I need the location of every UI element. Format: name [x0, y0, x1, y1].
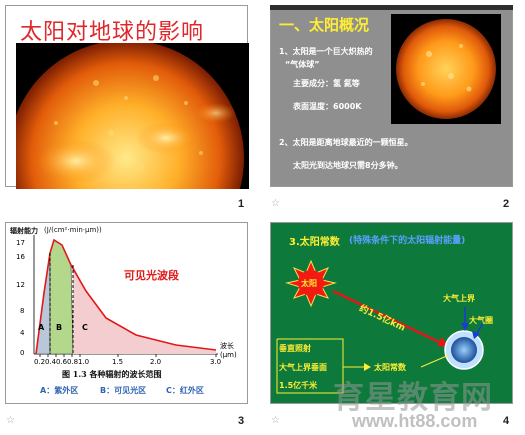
chart-xtick: 0.8 [67, 358, 79, 366]
legend-a: A：紫外区 [40, 386, 79, 395]
sun-disc-image [391, 14, 501, 124]
chart-xtick: 2.0 [150, 358, 162, 366]
slide-4-frame[interactable]: 3.太阳常数 (特殊条件下的太阳辐射能量) [270, 222, 513, 404]
region-a-label: A [38, 323, 45, 332]
chart-yunit: (J/(cm²·min·μm)) [44, 226, 102, 234]
condition-upper-plane: 大气上界垂面 [279, 363, 327, 372]
chart-xtick: 0.4 [45, 358, 57, 366]
chart-ytick: 16 [16, 253, 25, 261]
chart-xlabel: 波长 [220, 342, 234, 350]
visible-band-annotation: 可见光波段 [124, 269, 179, 282]
slide-2-number: 2 [503, 198, 510, 210]
slide-2-star-icon: ☆ [271, 198, 280, 209]
upper-atmosphere-label: 大气上界 [443, 294, 475, 303]
chart-xtick: 0.6 [56, 358, 68, 366]
slide-2-top-bar [270, 5, 513, 10]
slide-4-star-icon: ☆ [271, 415, 280, 426]
slide-4-heading: 3.太阳常数 [289, 237, 340, 248]
chart-ytick: 17 [16, 239, 25, 247]
slide-2-heading: 一、太阳概况 [279, 16, 370, 34]
slide-4-subheading: (特殊条件下的太阳辐射能量) [349, 236, 466, 246]
chart-ylabel: 辐射能力 [10, 227, 38, 235]
legend-b: B：可见光区 [100, 386, 147, 395]
slide-1-title: 太阳对地球的影响 [20, 20, 205, 45]
chart-xtick: 1.5 [112, 358, 124, 366]
slide-4-number: 4 [503, 415, 510, 427]
slide-2-line2: 2、太阳是距离地球最近的一颗恒星。 [279, 138, 413, 147]
legend-c: C：红外区 [166, 386, 204, 395]
slide-3-frame[interactable]: 辐射能力 (J/(cm²·min·μm)) 17 16 12 8 4 0 0.2… [5, 222, 248, 404]
chart-xtick: 0.2 [34, 358, 46, 366]
slide-3-number: 3 [238, 415, 245, 427]
solar-constant-diagram [276, 259, 484, 394]
sun-photo [16, 43, 249, 189]
region-b-label: B [56, 323, 63, 332]
chart-ytick: 12 [16, 281, 25, 289]
chart-xtick: 3.0 [210, 358, 222, 366]
slide-2-line1a: 1、太阳是一个巨大炽热的 [279, 47, 373, 56]
slide-1-frame[interactable]: 太阳对地球的影响 [5, 5, 249, 189]
slide-2-line1b: “气体球” [285, 60, 320, 69]
condition-vertical: 垂直照射 [279, 344, 311, 353]
atmosphere-label: 大气圈 [469, 316, 493, 325]
watermark-logo: 育星教育网 [333, 380, 493, 416]
slide-1-number: 1 [238, 198, 245, 210]
sun-label: 太阳 [301, 279, 317, 288]
slide-2-line3: 太阳光到达地球只需8分多钟。 [293, 161, 403, 170]
chart-xtick: 1.0 [78, 358, 90, 366]
chart-ytick: 4 [20, 329, 25, 337]
slide-2-temperature: 表面温度：6000K [293, 102, 362, 111]
region-c-label: C [82, 323, 88, 332]
slide-2-frame[interactable]: 一、太阳概况 1、太阳是一个巨大炽热的 “气体球” 主要成分：氢 氦等 表面温度… [270, 5, 513, 187]
slide-2-composition: 主要成分：氢 氦等 [293, 79, 360, 88]
slide-3-star-icon: ☆ [6, 415, 15, 426]
chart-xunit: (μm) [220, 351, 237, 359]
chart-ytick: 8 [20, 307, 25, 315]
chart-ytick: 0 [20, 349, 25, 357]
solar-constant-label: 太阳常数 [374, 363, 406, 372]
watermark-url: www.ht88.com [352, 411, 478, 431]
condition-distance: 1.5亿千米 [279, 381, 318, 390]
spectrum-chart [33, 235, 218, 357]
chart-caption: 图 1.3 各种辐射的波长范围 [62, 369, 162, 379]
